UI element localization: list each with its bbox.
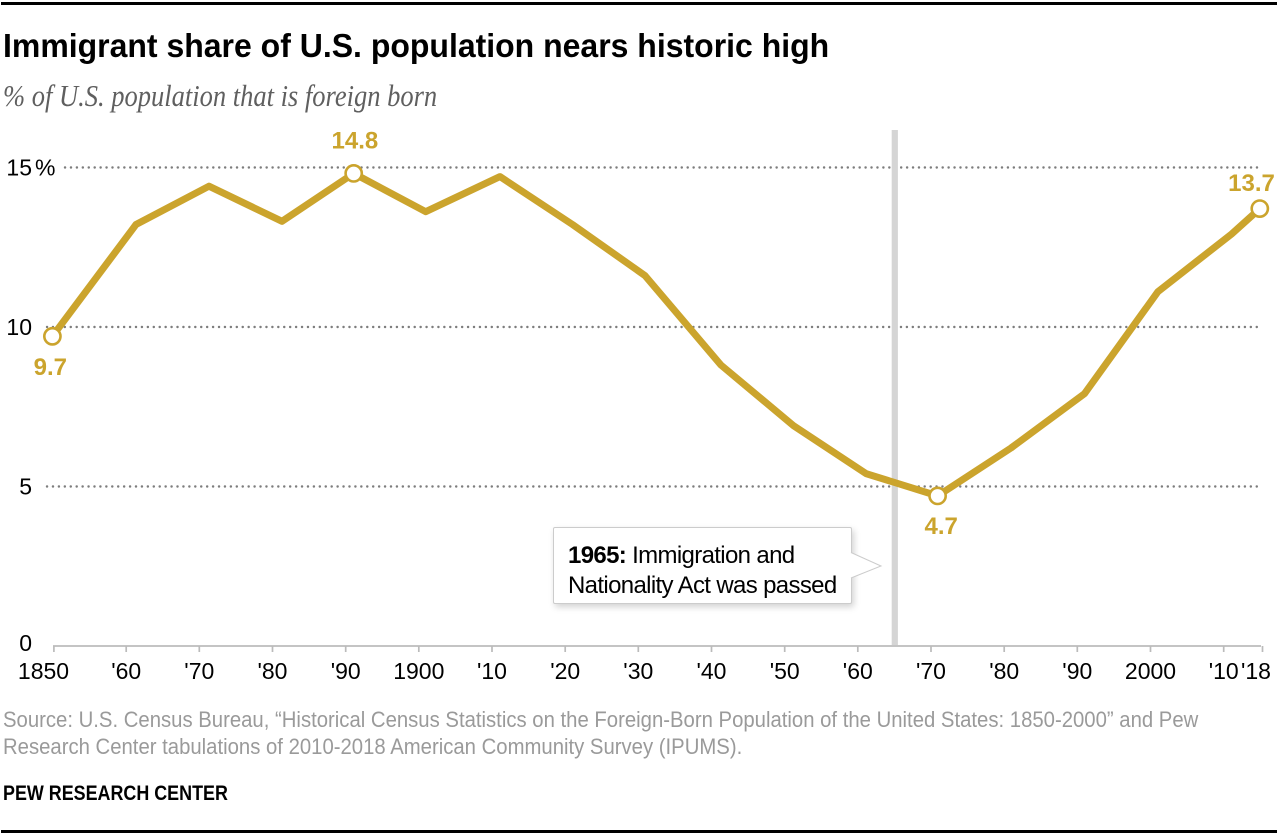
svg-text:'10: '10 bbox=[1209, 658, 1239, 684]
svg-text:9.7: 9.7 bbox=[34, 354, 67, 381]
svg-text:'40: '40 bbox=[697, 658, 727, 684]
svg-text:%: % bbox=[35, 155, 55, 181]
svg-text:'50: '50 bbox=[770, 658, 800, 684]
svg-text:'18: '18 bbox=[1241, 658, 1271, 684]
svg-text:2000: 2000 bbox=[1125, 658, 1176, 684]
svg-text:4.7: 4.7 bbox=[925, 513, 958, 540]
svg-text:15: 15 bbox=[6, 155, 32, 181]
svg-text:10: 10 bbox=[6, 314, 32, 340]
svg-text:'90: '90 bbox=[1062, 658, 1092, 684]
svg-text:'80: '80 bbox=[989, 658, 1019, 684]
svg-text:0: 0 bbox=[19, 630, 32, 656]
svg-text:5: 5 bbox=[19, 474, 32, 500]
svg-text:'60: '60 bbox=[843, 658, 873, 684]
svg-text:'20: '20 bbox=[550, 658, 580, 684]
svg-text:13.7: 13.7 bbox=[1228, 170, 1275, 197]
svg-text:'70: '70 bbox=[916, 658, 946, 684]
svg-text:'80: '80 bbox=[258, 658, 288, 684]
svg-text:'60: '60 bbox=[111, 658, 141, 684]
svg-text:1900: 1900 bbox=[393, 658, 444, 684]
svg-text:'90: '90 bbox=[331, 658, 361, 684]
svg-text:1850: 1850 bbox=[18, 658, 69, 684]
svg-text:'10: '10 bbox=[477, 658, 507, 684]
svg-text:'30: '30 bbox=[623, 658, 653, 684]
svg-text:'70: '70 bbox=[184, 658, 214, 684]
svg-text:14.8: 14.8 bbox=[332, 128, 379, 155]
